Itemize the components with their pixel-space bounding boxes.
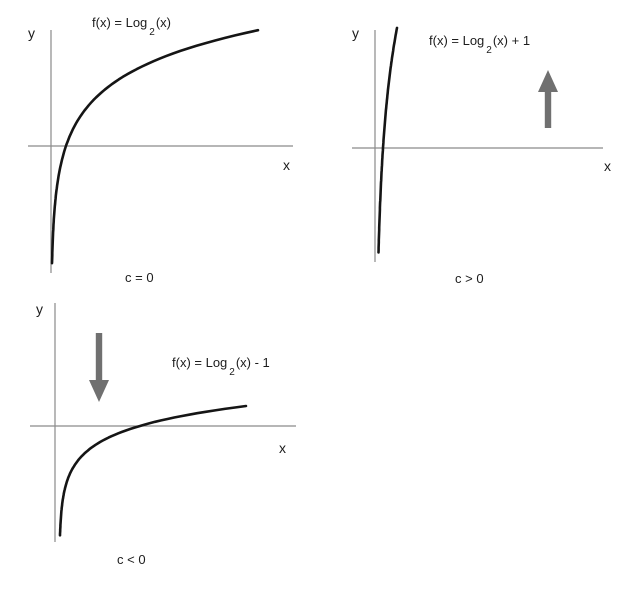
plot3-y-axis-label: y	[36, 301, 43, 317]
down-arrow-icon	[89, 333, 109, 402]
plot1-formula-prefix: f(x) = Log	[92, 15, 148, 30]
plot2-log-curve	[377, 26, 399, 254]
plot2-formula-prefix: f(x) = Log	[429, 33, 485, 48]
plot2-formula-subscript: 2	[486, 44, 492, 56]
plot3-function-formula: f(x) = Log2(x) - 1	[172, 355, 270, 377]
plot3-formula-prefix: f(x) = Log	[172, 355, 228, 370]
plot2-formula-suffix: (x) + 1	[492, 33, 531, 48]
plot2-caption: c > 0	[455, 271, 484, 286]
plot1-log-curve	[50, 28, 260, 265]
plot3-x-axis-label: x	[279, 440, 286, 456]
plot1-formula-subscript: 2	[149, 26, 155, 38]
plot2-function-formula: f(x) = Log2(x) + 1	[429, 33, 531, 55]
up-arrow-icon	[538, 70, 558, 128]
plot3-log-curve	[58, 404, 248, 537]
plot1-caption: c = 0	[125, 270, 154, 285]
plot2-y-axis-label: y	[352, 25, 359, 41]
plot1-x-axis-label: x	[283, 157, 290, 173]
plot1-formula-suffix: (x)	[155, 15, 172, 30]
plot3-formula-subscript: 2	[229, 366, 235, 378]
plot1-y-axis-label: y	[28, 25, 35, 41]
plot1-function-formula: f(x) = Log2(x)	[92, 15, 172, 37]
plot3-caption: c < 0	[117, 552, 146, 567]
plot3-formula-suffix: (x) - 1	[235, 355, 270, 370]
plot2-x-axis-label: x	[604, 158, 611, 174]
